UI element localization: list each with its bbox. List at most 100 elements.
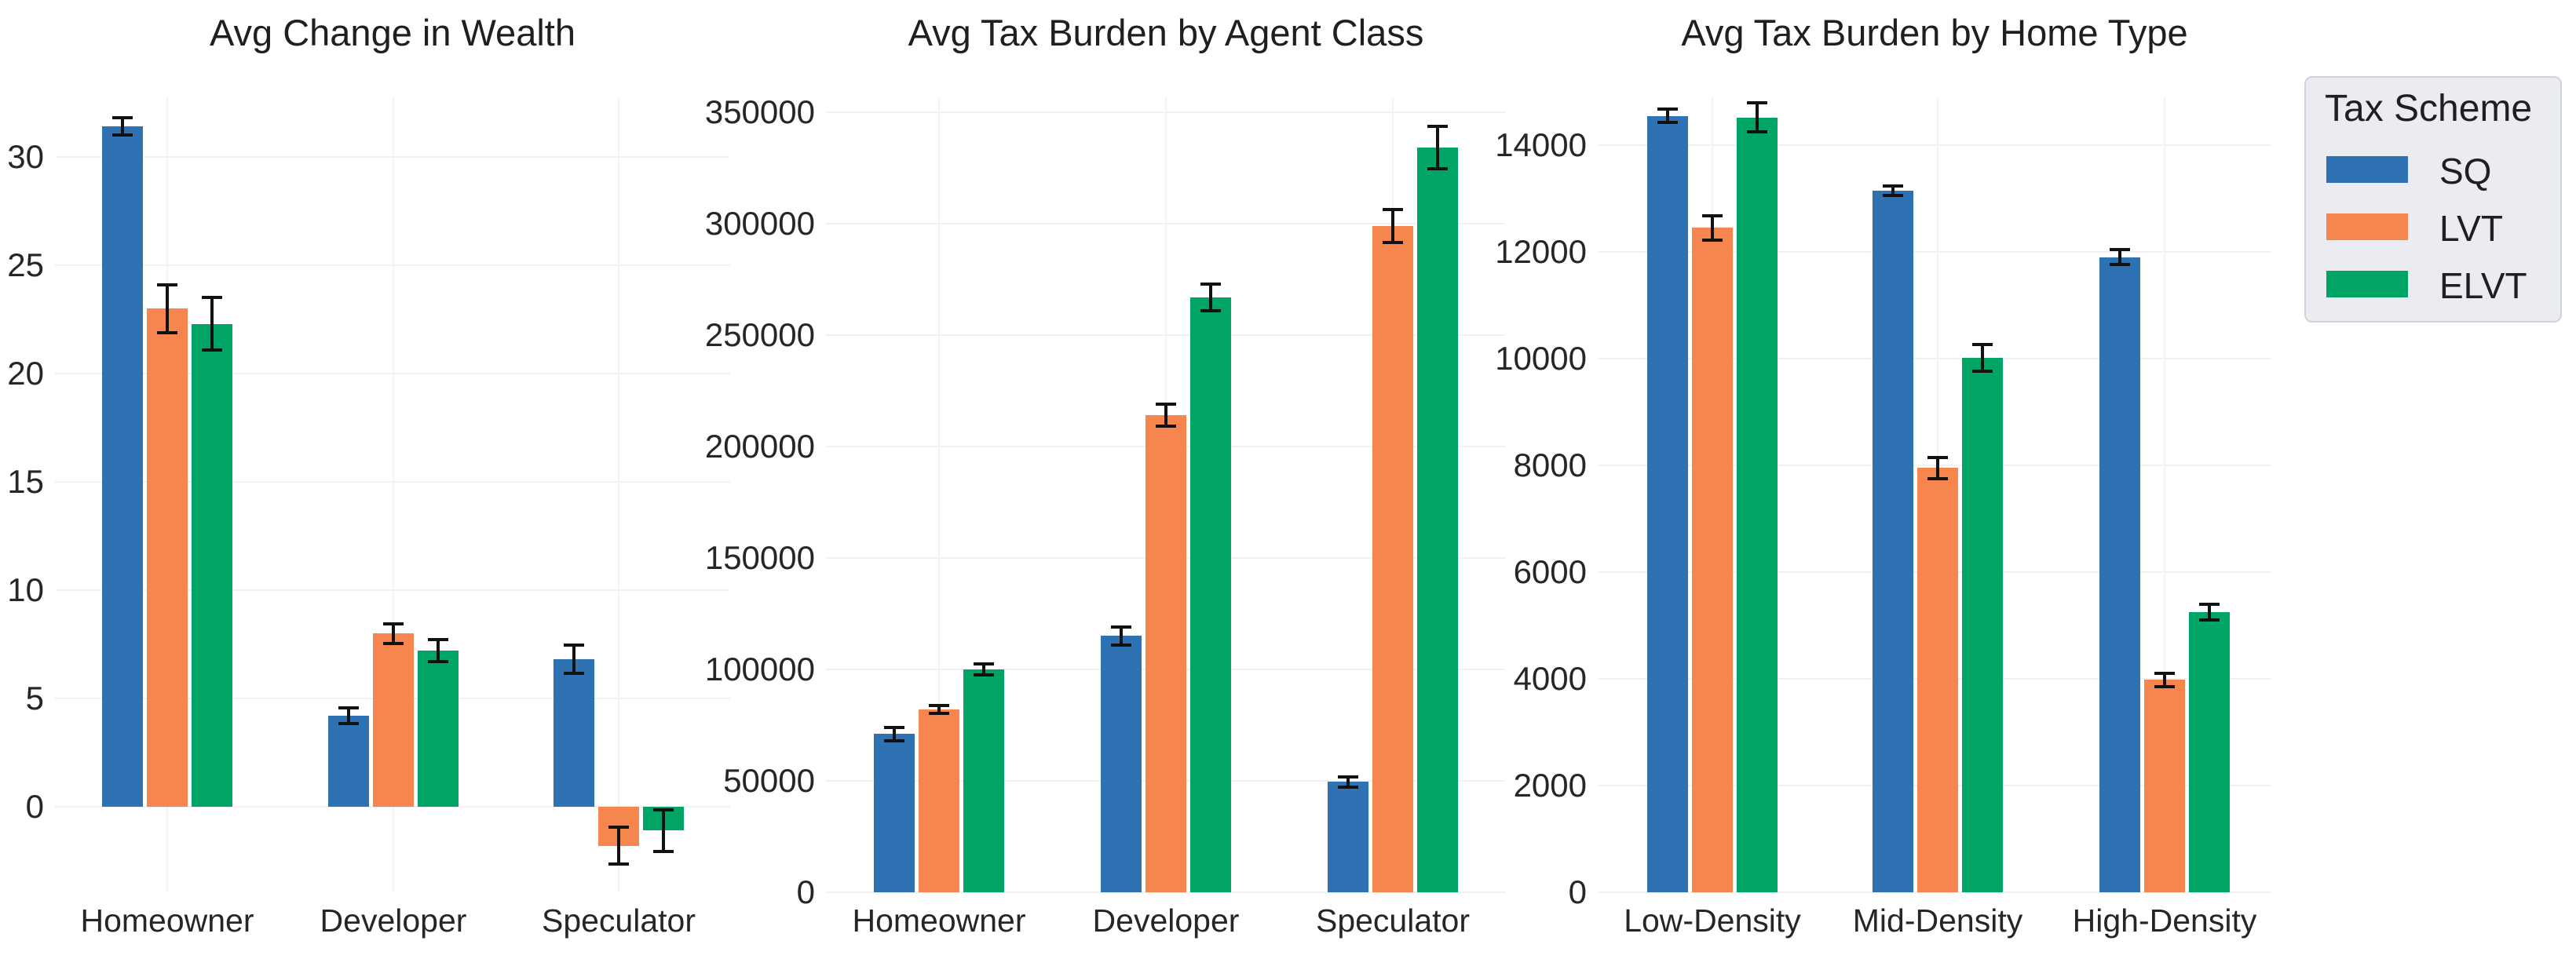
bar-lvt-low-density xyxy=(1692,228,1733,892)
legend-title: Tax Scheme xyxy=(2325,88,2533,129)
y-tick-label: 5 xyxy=(25,680,44,717)
errorbar-cap-bottom xyxy=(929,712,949,716)
legend: Tax Scheme SQ LVT ELVT xyxy=(2304,76,2562,323)
gridline xyxy=(1598,465,2271,466)
bar-lvt-developer xyxy=(373,633,414,807)
errorbar-cap-top xyxy=(1657,107,1678,111)
errorbar-cap-bottom xyxy=(608,862,629,866)
bar-sq-developer xyxy=(328,716,369,807)
errorbar-cap-top xyxy=(1427,125,1448,129)
x-tick-label: Homeowner xyxy=(80,902,254,939)
errorbar-cap-top xyxy=(564,644,584,647)
gridline xyxy=(393,98,394,892)
x-tick-label: High-Density xyxy=(2072,902,2257,939)
errorbar-sq-homeowner xyxy=(893,727,896,741)
bar-elvt-developer xyxy=(418,651,459,807)
errorbar-cap-bottom xyxy=(1883,193,1903,197)
errorbar-lvt-speculator xyxy=(617,827,620,865)
y-tick-label: 14000 xyxy=(1495,126,1587,163)
y-tick-label: 4000 xyxy=(1513,660,1587,697)
errorbar-sq-high-density xyxy=(2118,250,2121,265)
errorbar-cap-top xyxy=(1338,775,1358,779)
errorbar-elvt-low-density xyxy=(1756,103,1759,132)
errorbar-cap-bottom xyxy=(1338,785,1358,789)
errorbar-cap-bottom xyxy=(1972,369,1993,373)
y-tick-label: 0 xyxy=(25,788,44,825)
legend-entry-sq: SQ xyxy=(2306,151,2560,191)
errorbar-lvt-mid-density xyxy=(1936,457,1939,479)
errorbar-elvt-homeowner xyxy=(982,663,985,676)
errorbar-cap-top xyxy=(1200,282,1221,286)
errorbar-cap-top xyxy=(1156,403,1176,407)
errorbar-cap-top xyxy=(1383,207,1403,211)
bar-elvt-developer xyxy=(1190,297,1231,892)
bar-sq-high-density xyxy=(2099,257,2140,892)
legend-label-elvt: ELVT xyxy=(2439,265,2527,306)
legend-swatch-elvt-icon xyxy=(2326,271,2408,297)
legend-swatch-sq-icon xyxy=(2326,156,2408,183)
errorbar-cap-bottom xyxy=(1111,643,1131,647)
x-tick-label: Low-Density xyxy=(1624,902,1801,939)
x-tick-label: Homeowner xyxy=(852,902,1026,939)
errorbar-cap-top xyxy=(1111,625,1131,629)
errorbar-cap-bottom xyxy=(428,660,448,664)
y-tick-label: 50000 xyxy=(723,762,815,799)
y-tick-label: 10 xyxy=(7,571,44,608)
chart-title-avg-change-in-wealth: Avg Change in Wealth xyxy=(210,12,575,53)
errorbar-cap-bottom xyxy=(1927,477,1948,480)
errorbar-cap-bottom xyxy=(338,721,359,725)
y-tick-label: 2000 xyxy=(1513,767,1587,804)
errorbar-cap-top xyxy=(1883,184,1903,188)
y-tick-label: 300000 xyxy=(704,205,815,242)
y-tick-label: 100000 xyxy=(704,651,815,687)
errorbar-cap-top xyxy=(1927,455,1948,459)
legend-label-lvt: LVT xyxy=(2439,208,2503,249)
x-tick-label: Speculator xyxy=(541,902,696,939)
y-tick-label: 250000 xyxy=(704,316,815,353)
errorbar-elvt-developer xyxy=(1209,283,1212,311)
y-tick-label: 10000 xyxy=(1495,340,1587,377)
y-tick-label: 350000 xyxy=(704,93,815,130)
errorbar-cap-bottom xyxy=(2110,263,2130,267)
errorbar-cap-top xyxy=(1747,101,1767,105)
bar-elvt-low-density xyxy=(1737,117,1778,892)
x-tick-label: Developer xyxy=(320,902,467,939)
errorbar-cap-top xyxy=(338,706,359,710)
errorbar-cap-top xyxy=(929,704,949,707)
errorbar-cap-bottom xyxy=(653,849,674,853)
chart-title-avg-tax-burden-by-home-type: Avg Tax Burden by Home Type xyxy=(1681,12,2188,53)
errorbar-cap-top xyxy=(653,808,674,812)
gridline xyxy=(1598,144,2271,146)
bar-lvt-high-density xyxy=(2144,680,2185,892)
errorbar-cap-top xyxy=(2199,602,2220,606)
errorbar-elvt-speculator xyxy=(1436,126,1439,170)
errorbar-cap-bottom xyxy=(2154,685,2175,689)
y-tick-label: 0 xyxy=(796,873,815,910)
errorbar-elvt-homeowner xyxy=(210,297,214,350)
y-tick-label: 200000 xyxy=(704,428,815,465)
gridline xyxy=(938,98,940,892)
errorbar-cap-top xyxy=(112,116,133,120)
x-tick-label: Speculator xyxy=(1315,902,1470,939)
errorbar-sq-homeowner xyxy=(121,118,124,136)
y-tick-label: 30 xyxy=(7,138,44,175)
errorbar-elvt-speculator xyxy=(662,810,665,851)
bar-sq-speculator xyxy=(554,659,594,807)
errorbar-cap-bottom xyxy=(157,330,177,334)
y-tick-label: 20 xyxy=(7,355,44,392)
errorbar-sq-speculator xyxy=(572,645,575,674)
errorbar-cap-bottom xyxy=(1702,239,1723,242)
bar-sq-mid-density xyxy=(1873,190,1913,892)
errorbar-cap-top xyxy=(2110,248,2130,252)
errorbar-cap-bottom xyxy=(1200,308,1221,312)
gridline xyxy=(1598,251,2271,253)
errorbar-cap-top xyxy=(202,296,222,300)
y-tick-label: 0 xyxy=(1568,873,1587,910)
bar-lvt-homeowner xyxy=(919,709,959,892)
bar-sq-homeowner xyxy=(102,126,143,807)
y-tick-label: 25 xyxy=(7,246,44,283)
y-tick-label: 150000 xyxy=(704,539,815,576)
gridline xyxy=(1598,358,2271,359)
errorbar-cap-bottom xyxy=(974,673,994,677)
